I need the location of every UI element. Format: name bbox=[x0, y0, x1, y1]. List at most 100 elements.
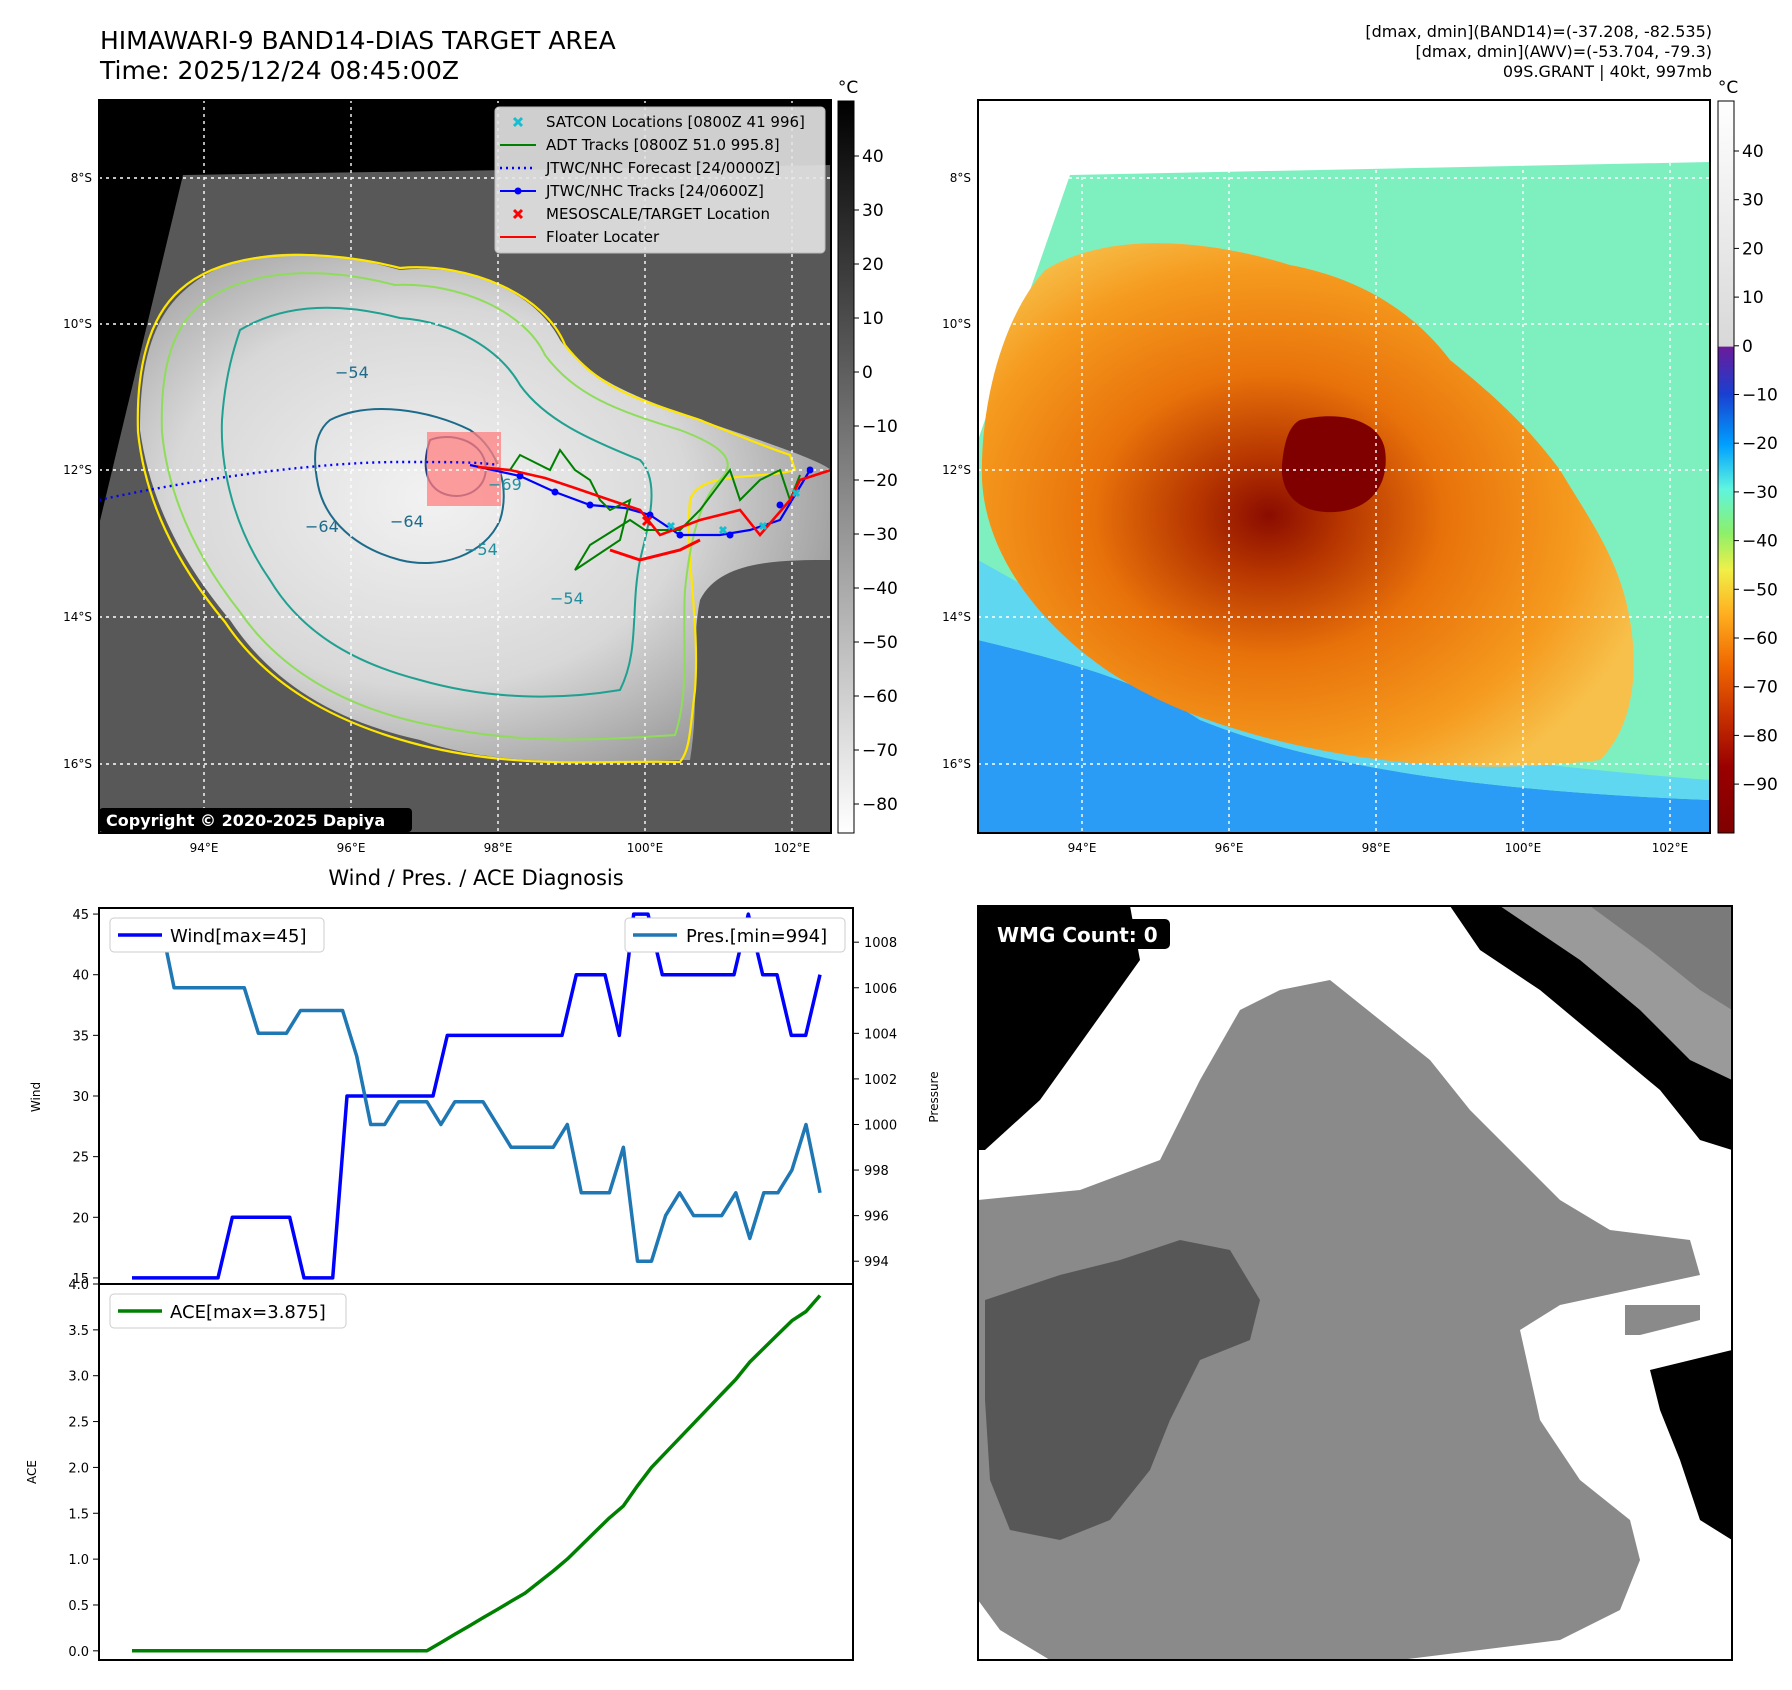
legend-label: SATCON Locations [0800Z 41 996] bbox=[546, 113, 805, 131]
page-subtitle-time: Time: 2025/12/24 08:45:00Z bbox=[100, 56, 459, 85]
right-colorbar-tick-label: 0 bbox=[1742, 337, 1753, 357]
right-colorbar-tick-label: −90 bbox=[1742, 775, 1778, 795]
right-map-frame bbox=[977, 99, 1711, 834]
legend-label: Floater Locater bbox=[546, 228, 660, 246]
left-map-lon-labels: 94°E 96°E 98°E 100°E 102°E bbox=[190, 841, 811, 855]
legend-label: JTWC/NHC Forecast [24/0000Z] bbox=[545, 159, 780, 177]
right-colorbar bbox=[1717, 100, 1735, 834]
wind-tick-label: 35 bbox=[72, 1029, 89, 1044]
right-colorbar-tick-label: −50 bbox=[1742, 580, 1778, 600]
diagnosis-title: Wind / Pres. / ACE Diagnosis bbox=[328, 866, 623, 890]
right-map-lat-label: 16°S bbox=[942, 757, 971, 771]
left-colorbar-tick-label: −20 bbox=[862, 471, 898, 491]
legend-item: JTWC/NHC Forecast [24/0000Z] bbox=[500, 159, 780, 177]
left-map-lon-label: 96°E bbox=[337, 841, 366, 855]
left-colorbar-tick-label: 40 bbox=[862, 147, 884, 167]
contour-label: −54 bbox=[464, 540, 498, 559]
wmg-count-background bbox=[987, 919, 1170, 949]
pressure-legend-box bbox=[624, 917, 846, 953]
ace-tick-label: 2.0 bbox=[68, 1461, 89, 1476]
jtwc-track-points bbox=[516, 466, 814, 539]
left-colorbar-ticks: 40 30 20 10 0 −10 −20 −30 −40 −50 −60 −70 −80 bbox=[854, 147, 898, 815]
wmg-count-text: WMG Count: 0 bbox=[997, 923, 1158, 947]
legend-item: MESOSCALE/TARGET Location bbox=[512, 205, 770, 223]
contour-label: −64 bbox=[390, 512, 424, 531]
ace-tick-label: 0.0 bbox=[68, 1645, 89, 1660]
legend-item: JTWC/NHC Tracks [24/0600Z] bbox=[500, 182, 764, 200]
left-map-frame bbox=[98, 99, 832, 834]
target-location-marker bbox=[641, 515, 653, 527]
wind-legend-box bbox=[109, 917, 325, 953]
satcon-markers bbox=[666, 488, 801, 535]
left-colorbar-tick-label: −80 bbox=[862, 795, 898, 815]
ace-tick-label: 2.5 bbox=[68, 1416, 89, 1431]
wind-tick-label: 45 bbox=[72, 908, 89, 923]
pressure-tick-label: 1000 bbox=[864, 1118, 897, 1133]
contour-labels: −54 −64 −64 −54 −54 −69 bbox=[305, 363, 584, 608]
legend-box bbox=[494, 106, 826, 254]
adt-track-line bbox=[509, 448, 801, 571]
left-map-lat-label: 10°S bbox=[63, 317, 92, 331]
left-map-lat-labels: 8°S 10°S 12°S 14°S 16°S bbox=[63, 171, 92, 771]
contour-label: −54 bbox=[550, 589, 584, 608]
legend-marker bbox=[514, 187, 522, 195]
left-colorbar-unit: °C bbox=[838, 78, 858, 98]
wmg-gray-main bbox=[978, 980, 1700, 1660]
left-colorbar-tick-label: −50 bbox=[862, 633, 898, 653]
right-map-lon-label: 96°E bbox=[1215, 841, 1244, 855]
left-colorbar-tick-label: −70 bbox=[862, 741, 898, 761]
left-colorbar-tick-label: −30 bbox=[862, 525, 898, 545]
right-colorbar-tick-label: 20 bbox=[1742, 239, 1764, 259]
right-map-lon-label: 102°E bbox=[1652, 841, 1689, 855]
right-colorbar-tick-label: −60 bbox=[1742, 629, 1778, 649]
ace-legend-box bbox=[109, 1293, 347, 1329]
right-colorbar-tick-label: −80 bbox=[1742, 726, 1778, 746]
wmg-dark-region bbox=[985, 1240, 1260, 1540]
right-map-lat-labels: 8°S 10°S 12°S 14°S 16°S bbox=[942, 171, 971, 771]
info-storm-id: 09S.GRANT | 40kt, 997mb bbox=[1502, 62, 1712, 81]
ace-tick-label: 1.5 bbox=[68, 1507, 89, 1522]
legend-item: Floater Locater bbox=[500, 228, 660, 246]
right-map-lat-label: 8°S bbox=[950, 171, 971, 185]
pressure-tick-label: 998 bbox=[864, 1164, 889, 1179]
right-map-gridlines bbox=[978, 100, 1710, 833]
pressure-legend: Pres.[min=994] bbox=[624, 917, 846, 953]
left-colorbar-tick-label: −40 bbox=[862, 579, 898, 599]
contour-inner bbox=[314, 408, 505, 564]
ace-plot-frame bbox=[98, 1283, 854, 1661]
copyright-badge: Copyright © 2020-2025 Dapiya bbox=[99, 808, 412, 832]
right-colorbar-tick-label: −20 bbox=[1742, 434, 1778, 454]
wind-tick-label: 30 bbox=[72, 1090, 89, 1105]
pressure-tick-label: 1004 bbox=[864, 1027, 897, 1042]
left-colorbar-tick-label: −10 bbox=[862, 417, 898, 437]
left-map-lon-label: 94°E bbox=[190, 841, 219, 855]
left-colorbar-tick-label: 30 bbox=[862, 201, 884, 221]
pressure-tick-label: 1008 bbox=[864, 936, 897, 951]
right-map-lat-label: 14°S bbox=[942, 610, 971, 624]
wind-line bbox=[132, 912, 822, 1280]
left-colorbar-tick-label: −60 bbox=[862, 687, 898, 707]
left-colorbar-tick-label: 10 bbox=[862, 309, 884, 329]
wmg-black-topleft bbox=[978, 906, 1140, 1150]
contour-light-green bbox=[160, 272, 729, 741]
right-map-lon-label: 100°E bbox=[1505, 841, 1542, 855]
ace-tick-label: 3.5 bbox=[68, 1324, 89, 1339]
wind-pressure-plot-frame bbox=[98, 907, 854, 1285]
wind-ylabel: Wind bbox=[29, 1082, 43, 1112]
right-colorbar-unit: °C bbox=[1718, 78, 1738, 98]
left-map-lat-label: 8°S bbox=[71, 171, 92, 185]
wind-legend-label: Wind[max=45] bbox=[170, 926, 307, 947]
right-satellite-map bbox=[978, 100, 1710, 833]
floater-locater-segment bbox=[609, 538, 701, 562]
ace-tick-label: 3.0 bbox=[68, 1370, 89, 1385]
right-map-lon-label: 98°E bbox=[1362, 841, 1391, 855]
wmg-frame bbox=[977, 905, 1733, 1661]
info-awv-range: [dmax, dmin](AWV)=(-53.704, -79.3) bbox=[1415, 42, 1712, 61]
ace-tick-label: 1.0 bbox=[68, 1553, 89, 1568]
wmg-black-right bbox=[1650, 1350, 1732, 1540]
page-title: HIMAWARI-9 BAND14-DIAS TARGET AREA bbox=[100, 26, 616, 55]
left-map-lat-label: 16°S bbox=[63, 757, 92, 771]
wind-tick-label: 15 bbox=[72, 1272, 89, 1287]
right-colorbar-tick-label: −10 bbox=[1742, 386, 1778, 406]
